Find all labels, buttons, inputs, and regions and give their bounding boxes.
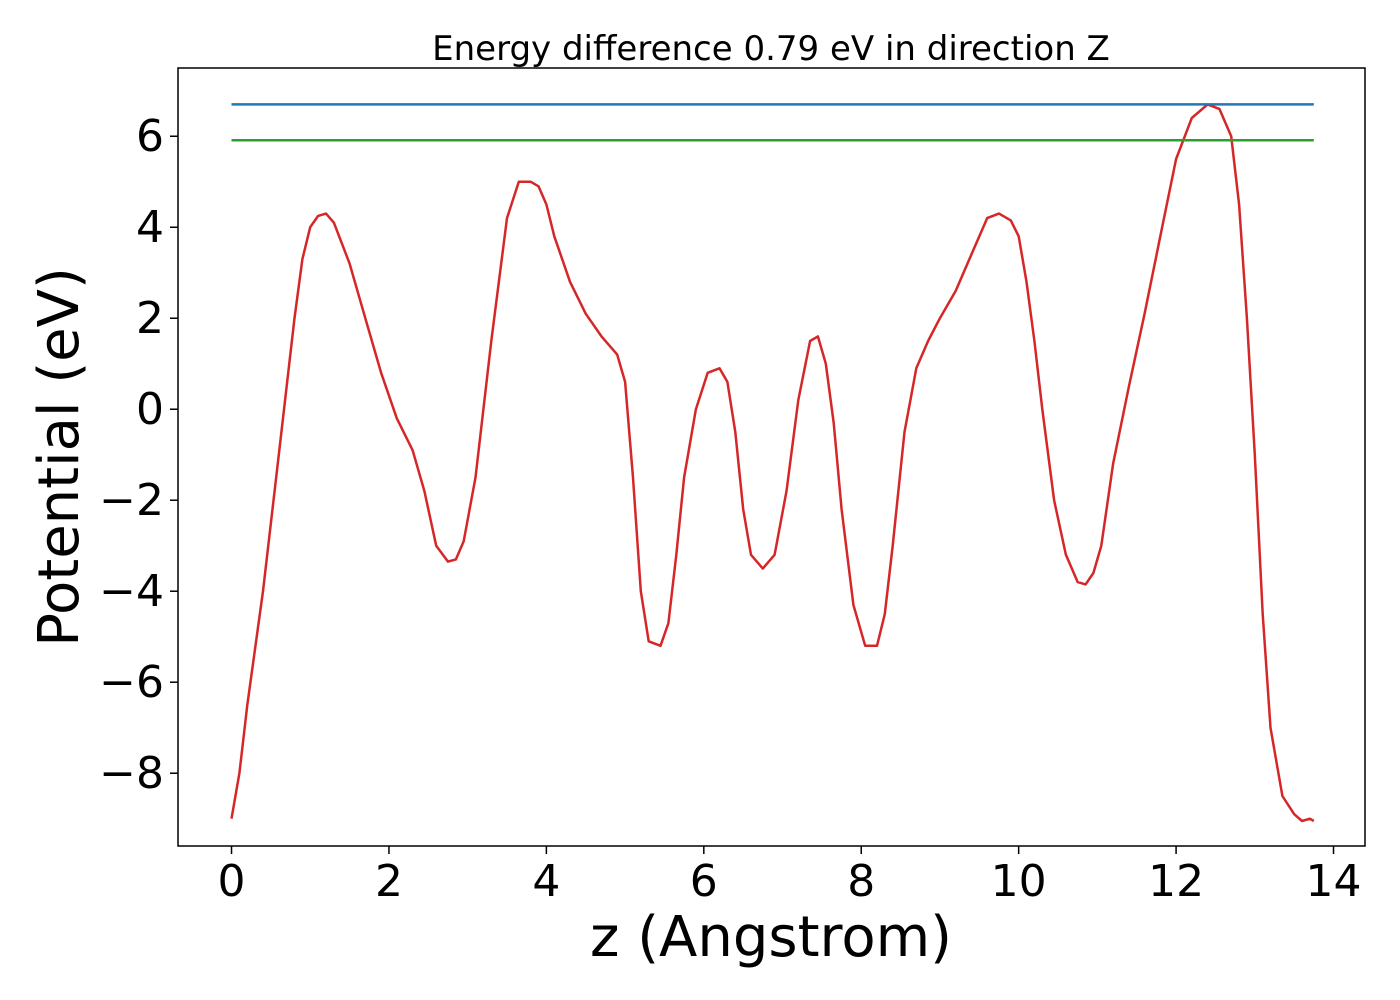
y-tick-label: −6 [99,657,164,708]
x-tick-label: 6 [690,856,718,907]
plot-frame [177,67,1366,847]
y-axis-label: Potential (eV) [27,267,92,647]
y-tick-label: −2 [99,475,164,526]
y-axis-ticks: −8 −6 −4 −2 0 2 4 6 [99,111,178,799]
x-axis-label: z (Angstrom) [590,905,952,970]
x-tick-label: 4 [532,856,560,907]
x-tick-label: 14 [1306,856,1362,907]
y-tick-label: 2 [136,293,164,344]
x-tick-label: 10 [991,856,1047,907]
y-tick-label: 6 [136,111,164,162]
x-tick-label: 2 [375,856,403,907]
y-tick-label: −4 [99,566,164,617]
x-axis-ticks: 0 2 4 6 8 10 12 14 [218,846,1362,907]
series-line-1 [230,103,1315,823]
chart-title: Energy difference 0.79 eV in direction Z [432,29,1110,69]
y-tick-label: 0 [136,384,164,435]
series-layer [230,103,1315,823]
x-tick-label: 0 [218,856,246,907]
y-tick-label: 4 [136,202,164,253]
x-tick-label: 8 [847,856,875,907]
x-tick-label: 12 [1148,856,1204,907]
y-tick-label: −8 [99,748,164,799]
